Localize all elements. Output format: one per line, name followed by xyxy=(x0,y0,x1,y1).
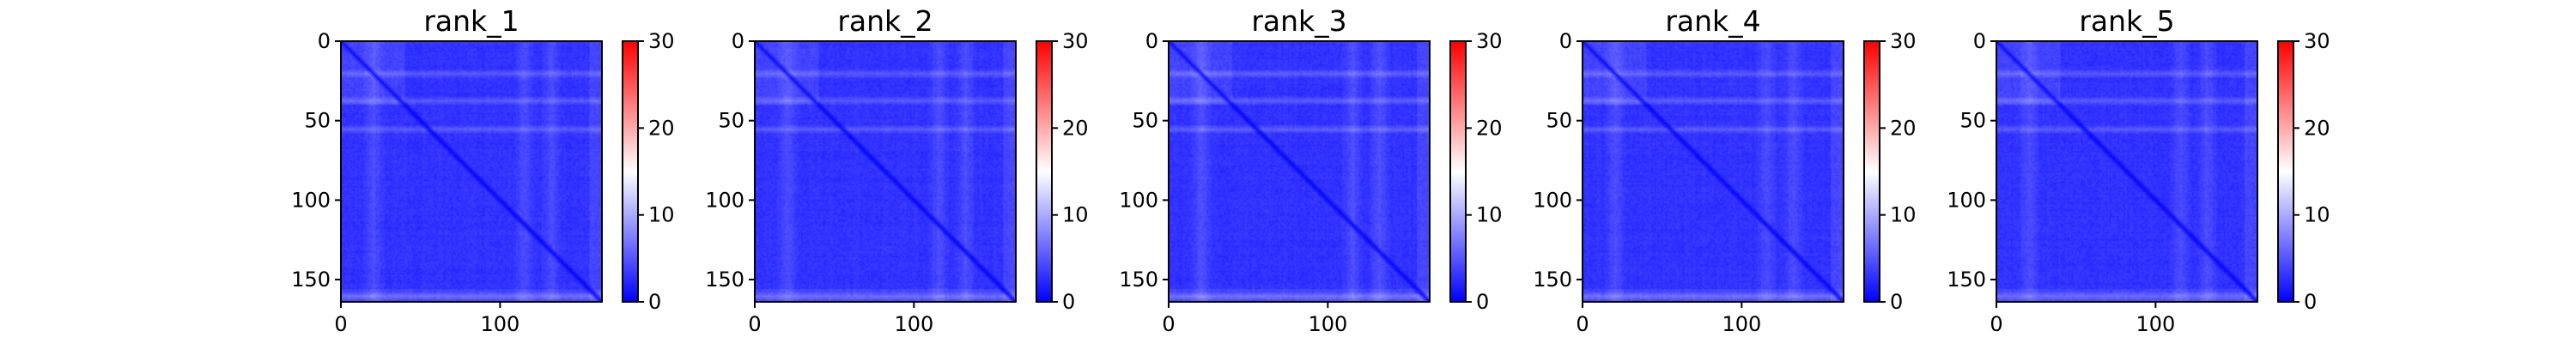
y-tick-label: 100 xyxy=(705,188,744,212)
colorbar-tick-label: 20 xyxy=(1062,116,1089,140)
y-tick-label: 50 xyxy=(718,109,744,133)
colorbar-frame xyxy=(2277,40,2294,303)
axes-frame xyxy=(1996,40,2258,303)
colorbar-frame xyxy=(1863,40,1880,303)
x-tick-label: 0 xyxy=(1162,312,1175,336)
heatmap-image xyxy=(1996,41,2257,302)
colorbar-frame xyxy=(622,40,639,303)
x-tick-label: 0 xyxy=(1990,312,2002,336)
colorbar xyxy=(623,41,638,302)
colorbar-tick-label: 0 xyxy=(2304,290,2317,314)
x-tick-label: 100 xyxy=(480,312,519,336)
y-tick-label: 150 xyxy=(705,268,744,292)
colorbar-tick-label: 10 xyxy=(1890,203,1917,227)
heatmap-image xyxy=(341,41,602,302)
y-tick-label: 0 xyxy=(1559,29,1572,53)
axes-frame xyxy=(1168,40,1431,303)
x-tick-label: 0 xyxy=(334,312,347,336)
colorbar-tick-label: 0 xyxy=(1890,290,1903,314)
y-tick-label: 150 xyxy=(291,268,331,292)
heatmap-image xyxy=(755,41,1016,302)
colorbar-tick-label: 10 xyxy=(648,203,675,227)
y-tick-label: 100 xyxy=(1533,188,1572,212)
y-tick-label: 0 xyxy=(732,29,744,53)
axes-frame xyxy=(1582,40,1844,303)
y-tick-label: 50 xyxy=(304,109,331,133)
colorbar-frame xyxy=(1036,40,1053,303)
colorbar xyxy=(1864,41,1880,302)
colorbar xyxy=(2278,41,2293,302)
colorbar-tick-label: 30 xyxy=(2304,29,2330,53)
colorbar-tick-label: 30 xyxy=(1476,29,1503,53)
colorbar-tick-label: 20 xyxy=(2304,116,2330,140)
colorbar-tick-label: 20 xyxy=(648,116,675,140)
colorbar-tick-label: 30 xyxy=(648,29,675,53)
colorbar-tick-label: 10 xyxy=(2304,203,2330,227)
panel-title: rank_2 xyxy=(837,4,933,38)
colorbar-tick-label: 0 xyxy=(1062,290,1075,314)
colorbar-tick-label: 0 xyxy=(648,290,661,314)
colorbar-tick-label: 30 xyxy=(1890,29,1917,53)
axes-frame xyxy=(754,40,1017,303)
y-tick-label: 150 xyxy=(1119,268,1158,292)
colorbar-tick-label: 20 xyxy=(1890,116,1917,140)
colorbar xyxy=(1450,41,1466,302)
panel-title: rank_4 xyxy=(1665,4,1760,38)
y-tick-label: 50 xyxy=(1959,109,1986,133)
x-tick-label: 100 xyxy=(1722,312,1761,336)
heatmap-image xyxy=(1583,41,1844,302)
colorbar-frame xyxy=(1449,40,1467,303)
y-tick-label: 100 xyxy=(291,188,331,212)
panel-title: rank_1 xyxy=(423,4,519,38)
axes-frame xyxy=(340,40,603,303)
colorbar xyxy=(1036,41,1052,302)
panel-title: rank_5 xyxy=(2079,4,2174,38)
y-tick-label: 100 xyxy=(1947,188,1986,212)
y-tick-label: 0 xyxy=(1973,29,1986,53)
x-tick-label: 0 xyxy=(748,312,761,336)
y-tick-label: 50 xyxy=(1132,109,1158,133)
x-tick-label: 100 xyxy=(894,312,933,336)
colorbar-tick-label: 30 xyxy=(1062,29,1089,53)
y-tick-label: 100 xyxy=(1119,188,1158,212)
colorbar-tick-label: 0 xyxy=(1476,290,1489,314)
y-tick-label: 150 xyxy=(1947,268,1986,292)
heatmap-image xyxy=(1169,41,1430,302)
y-tick-label: 0 xyxy=(318,29,331,53)
x-tick-label: 100 xyxy=(2136,312,2175,336)
y-tick-label: 150 xyxy=(1533,268,1572,292)
y-tick-label: 0 xyxy=(1145,29,1158,53)
x-tick-label: 0 xyxy=(1576,312,1589,336)
colorbar-tick-label: 10 xyxy=(1476,203,1503,227)
x-tick-label: 100 xyxy=(1308,312,1347,336)
y-tick-label: 50 xyxy=(1546,109,1572,133)
colorbar-tick-label: 10 xyxy=(1062,203,1089,227)
panel-title: rank_3 xyxy=(1251,4,1346,38)
colorbar-tick-label: 20 xyxy=(1476,116,1503,140)
